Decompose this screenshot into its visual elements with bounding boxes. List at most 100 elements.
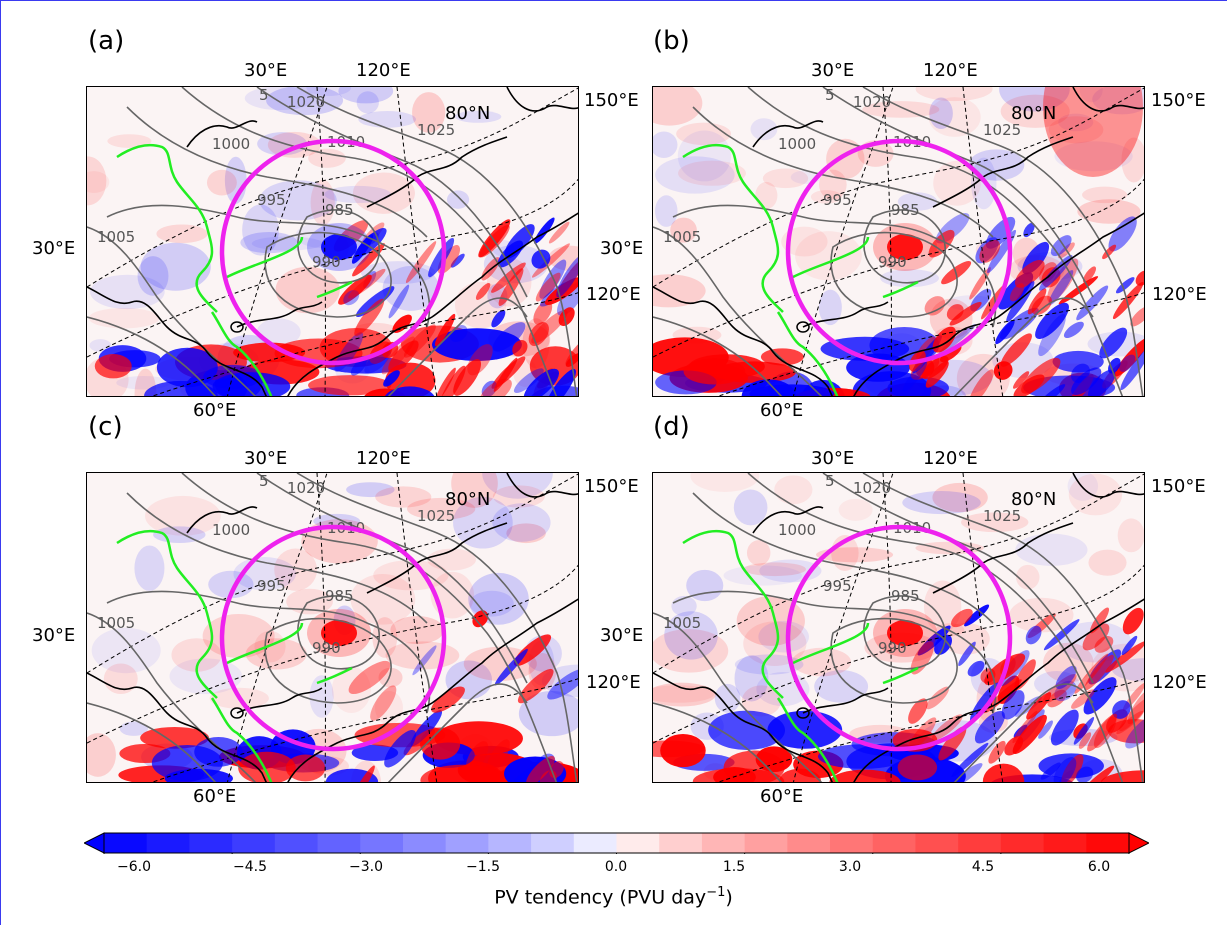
- isobar-label: 1005: [97, 228, 135, 246]
- isobar-label: 985: [891, 201, 920, 219]
- colorbar-tick: 6.0: [1088, 860, 1110, 874]
- colorbar-extend-max: [1129, 833, 1149, 853]
- lon-label-150e: 150°E: [584, 478, 639, 496]
- colorbar-tick: −4.5: [233, 860, 267, 874]
- isobar-label: 1005: [663, 614, 701, 632]
- isobar-label: 5: [259, 87, 269, 104]
- isobar-label: 985: [325, 587, 354, 605]
- isobar-label: 5: [825, 473, 835, 490]
- colorbar-segment: [232, 833, 275, 853]
- lat-label: 80°N: [1011, 489, 1056, 510]
- negative-pv-region: [1015, 534, 1087, 566]
- colorbar-segment: [958, 833, 1001, 853]
- lon-label-150e: 150°E: [1151, 92, 1206, 110]
- lat-label: 80°N: [1011, 103, 1056, 124]
- positive-pv-region: [684, 358, 746, 384]
- positive-pv-region: [1088, 550, 1126, 576]
- colorbar-segment: [659, 833, 702, 853]
- positive-pv-region: [238, 752, 296, 783]
- colorbar-segment: [873, 833, 916, 853]
- colorbar-segment: [104, 833, 147, 853]
- isobar-label: 1000: [212, 135, 250, 153]
- colorbar-label-main: PV tendency (PVU day: [494, 886, 706, 908]
- isobar-label: 990: [878, 253, 907, 271]
- isobar-label: 990: [878, 639, 907, 657]
- map-panel-b: 1020 1025 1010 1000 995 985 990 1005 5 80°N: [652, 86, 1145, 397]
- map-panel-d: 1020 1025 1010 1000 995 985 990 1005 5 80°N: [652, 472, 1145, 783]
- negative-pv-region: [134, 545, 164, 590]
- isobar-label: 1000: [778, 521, 816, 539]
- lon-label-150e: 150°E: [1151, 478, 1206, 496]
- colorbar-segment: [1044, 833, 1087, 853]
- colorbar-segment: [617, 833, 660, 853]
- map-panel-a: 1020 1025 1010 1000 995 985 990 1005 5 80°N: [86, 86, 579, 397]
- lon-label-60e: 60°E: [760, 788, 803, 806]
- colorbar-segment: [147, 833, 190, 853]
- colorbar-tick: 0.0: [605, 860, 627, 874]
- figure-frame-top: [0, 0, 1227, 1]
- colorbar-label-end: ): [725, 886, 732, 908]
- isobar-label: 1020: [287, 93, 325, 111]
- colorbar: [84, 832, 1149, 854]
- negative-pv-region: [358, 111, 416, 128]
- positive-pv-region: [761, 348, 804, 365]
- lon-label-30e-left: 30°E: [600, 240, 643, 258]
- isobar-label: 990: [312, 639, 341, 657]
- lat-label: 80°N: [445, 103, 490, 124]
- isobar-label: 995: [823, 577, 852, 595]
- lon-label-30e-top: 30°E: [811, 62, 854, 80]
- colorbar-segment: [574, 833, 617, 853]
- pv-map-b: 10201025101010009959859901005580°N: [653, 87, 1145, 397]
- map-panel-c: 1020 1025 1010 1000 995 985 990 1005 5 80°N: [86, 472, 579, 783]
- lon-label-30e-left: 30°E: [32, 627, 75, 645]
- colorbar-segment: [488, 833, 531, 853]
- colorbar-tick: 4.5: [972, 860, 994, 874]
- isobar-label: 5: [259, 473, 269, 490]
- isobar-label: 990: [312, 253, 341, 271]
- lon-label-30e-top: 30°E: [244, 62, 287, 80]
- positive-pv-region: [207, 170, 237, 196]
- positive-pv-region: [839, 499, 873, 521]
- positive-pv-region: [156, 224, 207, 243]
- negative-pv-region: [734, 489, 768, 525]
- positive-pv-region: [89, 308, 160, 329]
- colorbar-segment: [787, 833, 830, 853]
- colorbar-tick: −6.0: [117, 860, 151, 874]
- negative-pv-region: [655, 195, 678, 227]
- isobar-label: 995: [823, 191, 852, 209]
- isobar-label: 1020: [853, 479, 891, 497]
- colorbar-segment: [830, 833, 873, 853]
- colorbar-tick: −3.0: [349, 860, 383, 874]
- isobar-label: 1005: [663, 228, 701, 246]
- positive-pv-region: [747, 540, 770, 566]
- colorbar-segment: [531, 833, 574, 853]
- pv-map-a: 10201025101010009959859901005580°N: [87, 87, 579, 397]
- colorbar-tick: −1.5: [466, 860, 500, 874]
- negative-pv-region: [470, 591, 514, 617]
- colorbar-segment: [403, 833, 446, 853]
- lat-label: 80°N: [445, 489, 490, 510]
- isobar-label: 995: [257, 577, 286, 595]
- colorbar-segment: [446, 833, 489, 853]
- lon-label-60e: 60°E: [760, 402, 803, 420]
- isobar-label: 1005: [97, 614, 135, 632]
- colorbar-segment: [915, 833, 958, 853]
- lon-label-120e-right: 120°E: [1152, 286, 1207, 304]
- colorbar-segment: [189, 833, 232, 853]
- colorbar-gradient: [84, 832, 1149, 854]
- colorbar-segment: [275, 833, 318, 853]
- lon-label-30e-left: 30°E: [600, 627, 643, 645]
- isobar-label: 1020: [287, 479, 325, 497]
- colorbar-extend-min: [84, 833, 104, 853]
- lon-label-120e-top: 120°E: [923, 62, 978, 80]
- lon-label-30e-top: 30°E: [244, 450, 287, 468]
- lon-label-30e-left: 30°E: [32, 240, 75, 258]
- positive-pv-region: [308, 375, 391, 395]
- lon-label-60e: 60°E: [193, 402, 236, 420]
- colorbar-tick: 3.0: [839, 860, 861, 874]
- lon-label-120e-top: 120°E: [356, 62, 411, 80]
- colorbar-label-exponent: −1: [706, 885, 725, 900]
- isobar-label: 1000: [212, 521, 250, 539]
- positive-pv-region: [1118, 518, 1145, 552]
